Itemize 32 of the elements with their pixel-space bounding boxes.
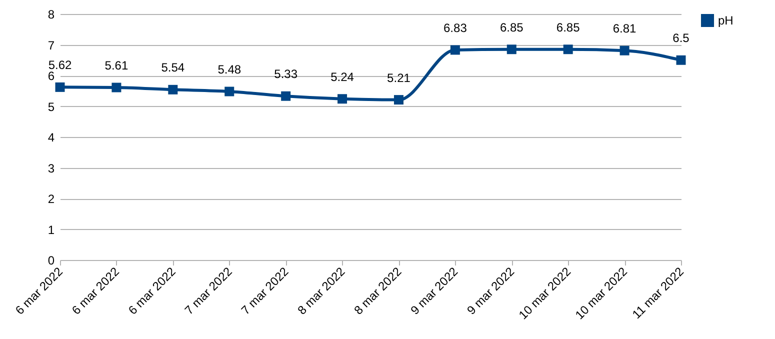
- point: [563, 44, 573, 54]
- data-label: 5.21: [387, 70, 411, 85]
- point: [224, 86, 234, 96]
- point: [506, 44, 516, 54]
- data-label: 5.24: [330, 70, 354, 84]
- y-tick-label: 4: [48, 130, 55, 144]
- data-label: 6.81: [612, 22, 637, 36]
- point: [281, 91, 291, 101]
- y-tick-label: 8: [48, 8, 55, 22]
- point: [450, 45, 460, 55]
- point: [394, 95, 404, 105]
- data-label: 5.61: [104, 58, 128, 72]
- point: [338, 94, 348, 104]
- y-tick-label: 3: [48, 161, 55, 176]
- data-label: 5.33: [274, 67, 298, 82]
- y-tick-label: 7: [48, 38, 55, 52]
- data-label: 6.85: [556, 20, 580, 34]
- point: [55, 82, 65, 92]
- data-label: 5.54: [161, 60, 185, 75]
- data-label: 6.5: [672, 31, 690, 46]
- point: [112, 82, 122, 92]
- data-label: 6.85: [500, 20, 524, 34]
- y-tick-label: 1: [48, 222, 55, 237]
- y-tick-label: 0: [48, 254, 55, 268]
- data-label: 6.83: [444, 20, 468, 35]
- point: [168, 84, 178, 94]
- point: [620, 46, 630, 56]
- legend-label: pH: [718, 14, 734, 28]
- data-label: 5.48: [218, 62, 242, 76]
- y-tick-label: 2: [48, 192, 55, 206]
- y-tick-label: 5: [48, 100, 55, 114]
- point: [676, 55, 686, 65]
